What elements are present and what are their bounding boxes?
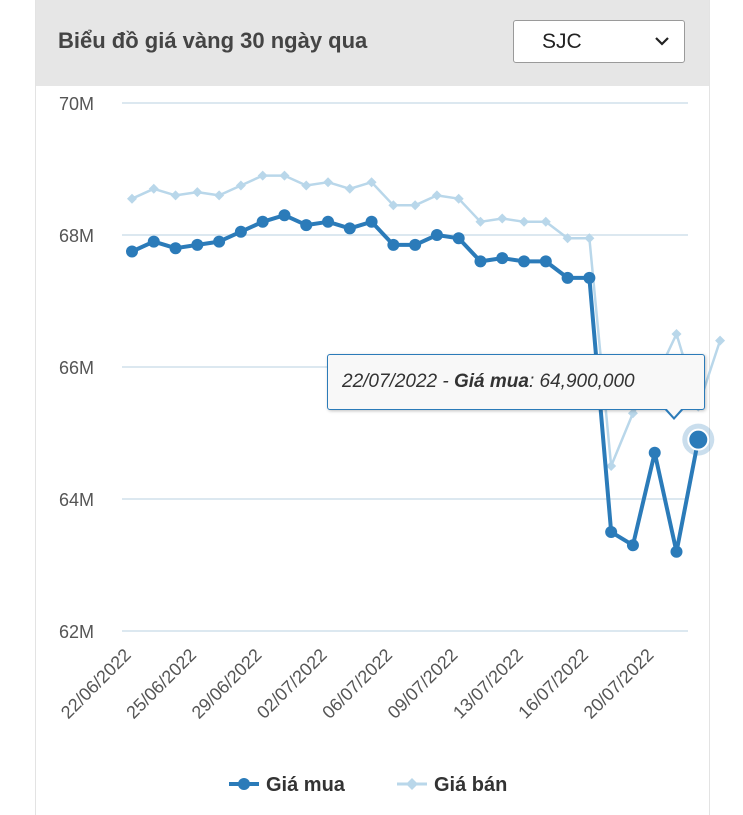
chart-header: Biểu đồ giá vàng 30 ngày qua SJC bbox=[36, 0, 709, 86]
x-tick-label: 29/06/2022 bbox=[188, 645, 266, 723]
sell-series-point bbox=[410, 200, 421, 211]
sell-series-point bbox=[127, 193, 137, 204]
buy-series-point bbox=[191, 238, 204, 251]
buy-series-point bbox=[343, 222, 356, 235]
buy-series-point bbox=[474, 255, 487, 268]
buy-series-point bbox=[496, 252, 509, 265]
buy-series-point bbox=[605, 526, 618, 538]
x-tick-label: 20/07/2022 bbox=[580, 645, 658, 723]
buy-series-point bbox=[278, 209, 291, 222]
x-tick-label: 22/06/2022 bbox=[57, 645, 135, 723]
sell-series-point bbox=[344, 183, 355, 194]
y-tick-label: 70M bbox=[59, 94, 94, 114]
sell-series-point bbox=[715, 335, 726, 346]
highlight-point bbox=[687, 428, 710, 451]
y-tick-label: 62M bbox=[59, 622, 94, 642]
buy-series-point bbox=[234, 225, 247, 238]
buy-series-point bbox=[452, 232, 465, 245]
sell-series-point bbox=[192, 187, 203, 198]
buy-series-point bbox=[256, 215, 269, 228]
x-tick-label: 02/07/2022 bbox=[253, 645, 331, 723]
buy-series-point bbox=[430, 229, 443, 241]
sell-series-point bbox=[257, 170, 268, 181]
sell-series-point bbox=[453, 193, 464, 204]
tooltip-separator: - bbox=[437, 371, 454, 392]
chart-tooltip: 22/07/2022 - Giá mua: 64,900,000 bbox=[327, 354, 705, 410]
buy-series-point bbox=[670, 545, 683, 558]
x-tick-label: 13/07/2022 bbox=[449, 645, 527, 723]
buy-series-point bbox=[518, 255, 531, 268]
sell-series-point bbox=[323, 177, 334, 188]
buy-series-point bbox=[147, 235, 160, 248]
buy-series-point bbox=[322, 215, 335, 228]
sell-series-point bbox=[562, 233, 573, 244]
tooltip-series-label: Giá mua bbox=[453, 371, 529, 392]
sell-series-point bbox=[475, 216, 486, 227]
buy-series-point bbox=[539, 255, 552, 268]
gold-type-select[interactable]: SJC bbox=[513, 20, 685, 63]
buy-series-point bbox=[409, 238, 422, 251]
buy-series-point bbox=[169, 242, 182, 255]
buy-series-point bbox=[300, 219, 313, 232]
sell-series-point bbox=[214, 190, 225, 201]
sell-series-point bbox=[279, 170, 290, 181]
sell-series-point bbox=[301, 180, 312, 191]
chart-title: Biểu đồ giá vàng 30 ngày qua bbox=[58, 28, 368, 53]
buy-series-point bbox=[213, 235, 226, 248]
legend-sell-swatch-marker bbox=[406, 778, 418, 790]
sell-series-line bbox=[131, 174, 722, 468]
sell-series-point bbox=[388, 200, 399, 211]
sell-series-point bbox=[671, 329, 682, 339]
sell-series-point bbox=[540, 216, 551, 227]
sell-series-point bbox=[606, 461, 617, 471]
buy-series-point bbox=[126, 245, 138, 258]
buy-series-point bbox=[561, 271, 574, 284]
sell-series-point bbox=[431, 190, 442, 201]
sell-series-point bbox=[148, 183, 159, 194]
x-tick-label: 09/07/2022 bbox=[384, 645, 462, 723]
x-tick-label: 25/06/2022 bbox=[122, 645, 200, 723]
y-tick-label: 64M bbox=[59, 490, 94, 510]
tooltip-value: : 64,900,000 bbox=[528, 371, 635, 392]
y-tick-label: 68M bbox=[59, 226, 94, 246]
buy-series-point bbox=[365, 215, 378, 228]
sell-series-point bbox=[170, 190, 181, 201]
y-tick-label: 66M bbox=[59, 358, 94, 378]
sell-series-point bbox=[584, 233, 595, 244]
buy-series-point bbox=[583, 271, 596, 284]
buy-series-point bbox=[387, 238, 400, 251]
tooltip-pointer-fill bbox=[666, 408, 682, 417]
x-tick-label: 16/07/2022 bbox=[514, 645, 592, 723]
sell-series-point bbox=[497, 213, 508, 224]
buy-series-point bbox=[626, 539, 639, 552]
x-tick-label: 06/07/2022 bbox=[318, 645, 396, 723]
buy-series-point bbox=[648, 446, 661, 459]
legend-buy-swatch-marker bbox=[238, 778, 250, 790]
gold-type-select-value: SJC bbox=[542, 30, 582, 53]
legend-sell-label: Giá bán bbox=[434, 774, 507, 796]
sell-series-point bbox=[366, 177, 377, 188]
tooltip-date: 22/07/2022 bbox=[342, 371, 438, 392]
legend-buy-label: Giá mua bbox=[266, 774, 346, 796]
sell-series-point bbox=[519, 216, 530, 227]
sell-series-point bbox=[235, 180, 246, 191]
chevron-down-icon bbox=[655, 37, 669, 46]
sell-series-point bbox=[627, 408, 638, 419]
